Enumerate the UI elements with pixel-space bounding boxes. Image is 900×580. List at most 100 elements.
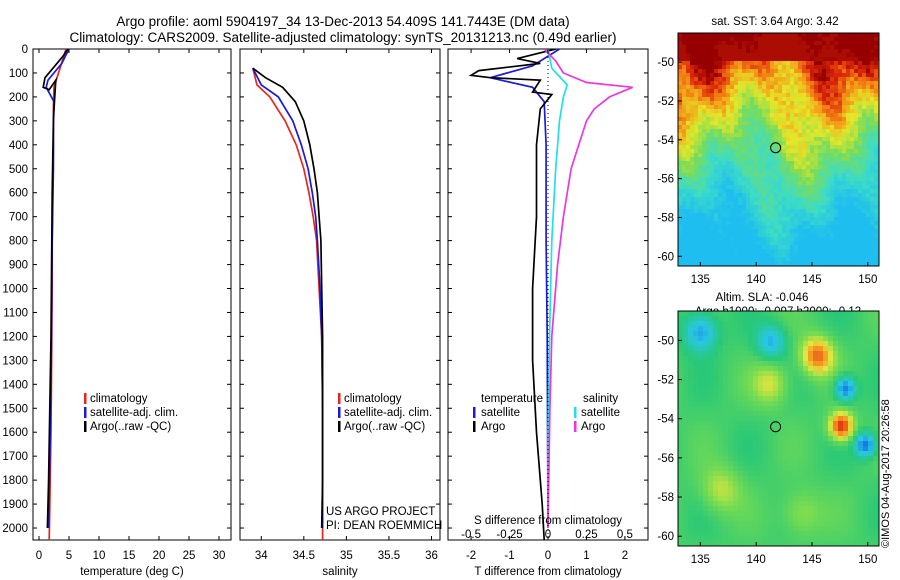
sla-cell	[723, 501, 728, 506]
sla-cell	[688, 386, 693, 391]
sst-cell	[694, 73, 698, 77]
sst-cell	[834, 233, 838, 237]
sst-cell	[830, 149, 834, 153]
sst-cell	[830, 193, 834, 197]
sla-cell	[723, 321, 728, 326]
sla-cell	[678, 441, 683, 446]
sst-cell	[822, 125, 826, 129]
sla-cell	[758, 496, 763, 501]
sst-cell	[770, 169, 774, 173]
depth-axis: 0100200300400500600700800900100011001200…	[2, 44, 28, 535]
sla-cell	[868, 396, 873, 401]
sst-cell	[814, 245, 818, 249]
sst-cell	[738, 233, 742, 237]
sst-cell	[838, 169, 842, 173]
sla-cell	[808, 466, 813, 471]
sla-cell	[773, 371, 778, 376]
sst-cell	[794, 85, 798, 89]
sst-cell	[750, 93, 754, 97]
sla-cell	[693, 476, 698, 481]
sla-cell	[688, 481, 693, 486]
sla-cell	[783, 376, 788, 381]
sla-cell	[708, 496, 713, 501]
sla-cell	[823, 336, 828, 341]
sst-cell	[798, 225, 802, 229]
sst-cell	[830, 65, 834, 69]
sst-cell	[750, 61, 754, 65]
sst-cell	[842, 81, 846, 85]
sst-cell	[870, 221, 874, 225]
sst-cell	[706, 253, 710, 257]
sla-cell	[758, 321, 763, 326]
sst-cell	[862, 61, 866, 65]
sst-cell	[830, 117, 834, 121]
sla-cell	[763, 336, 768, 341]
sla-cell	[793, 426, 798, 431]
sst-cell	[858, 141, 862, 145]
sst-cell	[774, 85, 778, 89]
sst-cell	[858, 45, 862, 49]
sst-cell	[698, 129, 702, 133]
sst-cell	[794, 213, 798, 217]
sst-cell	[678, 49, 682, 53]
sla-cell	[693, 376, 698, 381]
sst-cell	[770, 261, 774, 265]
sla-cell	[798, 386, 803, 391]
sst-cell	[842, 177, 846, 181]
sla-cell	[848, 456, 853, 461]
sst-cell	[874, 117, 878, 121]
sla-cell	[708, 316, 713, 321]
sst-cell	[682, 129, 686, 133]
sla-cell	[753, 431, 758, 436]
sst-cell	[738, 217, 742, 221]
sst-cell	[838, 205, 842, 209]
sst-cell	[786, 109, 790, 113]
sst-cell	[870, 109, 874, 113]
sst-cell	[762, 201, 766, 205]
sst-cell	[762, 177, 766, 181]
sla-cell	[848, 426, 853, 431]
sst-cell	[794, 133, 798, 137]
sst-cell	[710, 65, 714, 69]
sla-cell	[793, 321, 798, 326]
x-tick-label: -2	[466, 550, 476, 562]
sla-cell	[688, 391, 693, 396]
sst-cell	[834, 37, 838, 41]
sst-cell	[766, 97, 770, 101]
sla-cell	[678, 481, 683, 486]
sla-cell	[758, 386, 763, 391]
legend-swatch-climatology	[338, 393, 341, 404]
sla-cell	[788, 496, 793, 501]
sst-cell	[766, 53, 770, 57]
project-annotation: US ARGO PROJECT	[326, 506, 435, 518]
sla-cell	[803, 456, 808, 461]
sst-cell	[822, 197, 826, 201]
sla-cell	[693, 386, 698, 391]
sst-cell	[834, 181, 838, 185]
sla-cell	[728, 501, 733, 506]
sst-cell	[698, 141, 702, 145]
sst-cell	[734, 41, 738, 45]
sst-cell	[866, 217, 870, 221]
sst-cell	[782, 73, 786, 77]
sla-cell	[748, 446, 753, 451]
sla-cell	[733, 476, 738, 481]
sla-cell	[768, 326, 773, 331]
sst-cell	[874, 233, 878, 237]
sst-cell	[706, 65, 710, 69]
sst-cell	[874, 173, 878, 177]
sst-cell	[786, 153, 790, 157]
sst-cell	[870, 69, 874, 73]
sla-cell	[838, 431, 843, 436]
sla-cell	[713, 331, 718, 336]
sst-cell	[874, 253, 878, 257]
sst-cell	[782, 189, 786, 193]
sla-cell	[703, 481, 708, 486]
sst-cell	[854, 109, 858, 113]
sla-cell	[718, 506, 723, 511]
sst-cell	[858, 217, 862, 221]
sst-cell	[706, 49, 710, 53]
sst-cell	[866, 129, 870, 133]
sst-cell	[874, 53, 878, 57]
sst-cell	[838, 245, 842, 249]
